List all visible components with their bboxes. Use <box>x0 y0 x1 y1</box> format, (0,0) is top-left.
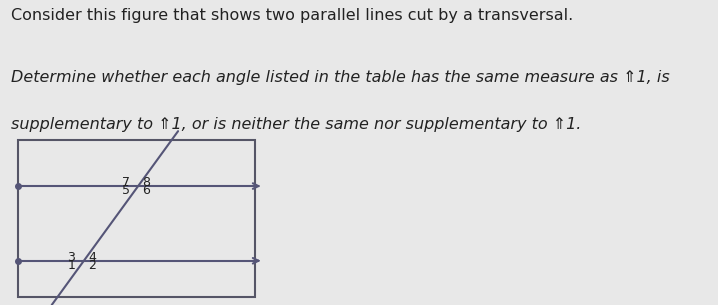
Text: 7: 7 <box>121 176 129 189</box>
Text: 3: 3 <box>67 251 75 264</box>
Text: 1: 1 <box>67 259 75 272</box>
Text: 4: 4 <box>88 251 95 264</box>
Text: Consider this figure that shows two parallel lines cut by a transversal.: Consider this figure that shows two para… <box>11 8 573 23</box>
Text: 8: 8 <box>142 176 150 189</box>
Text: Determine whether each angle listed in the table has the same measure as ⇑1, is: Determine whether each angle listed in t… <box>11 70 669 85</box>
Text: 6: 6 <box>142 184 150 197</box>
Text: 2: 2 <box>88 259 95 272</box>
Text: 5: 5 <box>121 184 129 197</box>
Text: supplementary to ⇑1, or is neither the same nor supplementary to ⇑1.: supplementary to ⇑1, or is neither the s… <box>11 117 581 132</box>
